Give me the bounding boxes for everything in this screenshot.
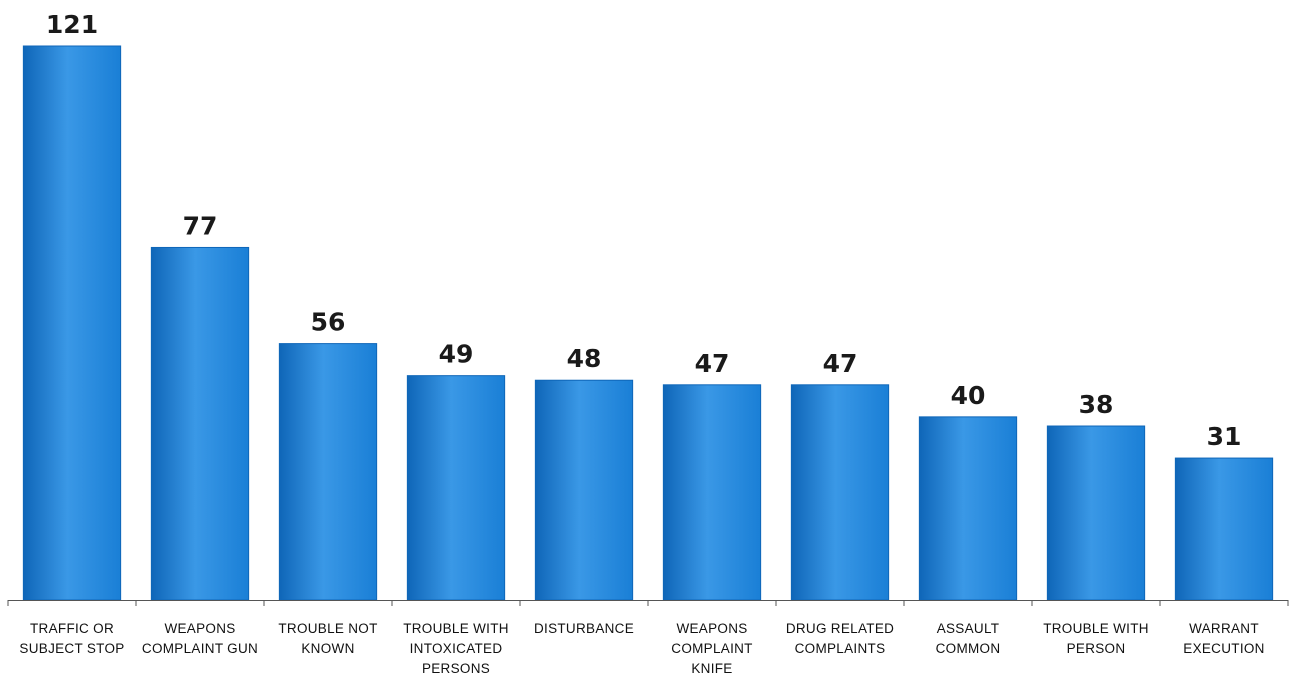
bar	[278, 343, 378, 601]
bar	[1174, 457, 1274, 601]
x-axis	[7, 600, 1289, 606]
bar	[918, 416, 1018, 601]
bar-value-label: 31	[1207, 422, 1242, 451]
category-labels-group: TRAFFIC OR SUBJECT STOP WEAPONS COMPLAINT G…	[19, 621, 1264, 676]
category-label: WARRANT EXECUTION	[1183, 621, 1264, 656]
category-label: ASSAULT COMMON	[936, 621, 1001, 656]
bar-value-label: 121	[46, 10, 98, 39]
bar-value-label: 48	[567, 344, 602, 373]
bar-value-label: 56	[311, 308, 346, 337]
category-label: TROUBLE WITH INTOXICATED PERSONS	[403, 621, 509, 676]
bar-value-label: 47	[823, 349, 858, 378]
bar	[662, 384, 762, 601]
bar-value-label: 40	[951, 381, 986, 410]
category-label: TROUBLE NOT KNOWN	[278, 621, 377, 656]
category-label: WEAPONS COMPLAINT KNIFE	[671, 621, 752, 676]
category-label: TRAFFIC OR SUBJECT STOP	[19, 621, 124, 656]
value-labels-group: 121 77 56 49 48 47 47 40 38 31	[46, 10, 1241, 451]
category-label: WEAPONS COMPLAINT GUN	[142, 621, 258, 656]
bar	[1046, 425, 1146, 601]
bar-value-label: 47	[695, 349, 730, 378]
bar-value-label: 49	[439, 340, 474, 369]
bar-value-label: 77	[183, 211, 218, 240]
category-label: DRUG RELATED COMPLAINTS	[786, 621, 894, 656]
category-label: TROUBLE WITH PERSON	[1043, 621, 1149, 656]
bar	[406, 375, 506, 601]
bar	[150, 246, 250, 601]
bar	[534, 379, 634, 601]
bars-group	[22, 45, 1274, 601]
category-label: DISTURBANCE	[534, 621, 634, 636]
bar	[790, 384, 890, 601]
bar	[22, 45, 122, 601]
bar-value-label: 38	[1079, 390, 1114, 419]
